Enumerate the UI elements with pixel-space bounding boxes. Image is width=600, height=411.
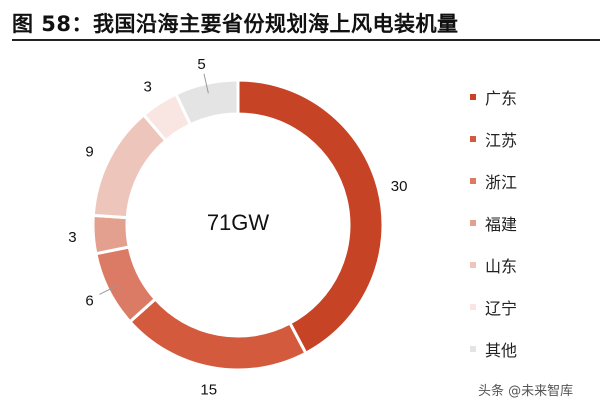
legend-label: 山东 bbox=[485, 257, 518, 276]
legend-item: 浙江 bbox=[470, 160, 517, 202]
legend-swatch bbox=[470, 178, 476, 184]
legend-item: 福建 bbox=[470, 202, 517, 244]
leader-line bbox=[99, 285, 118, 295]
legend-item: 广东 bbox=[470, 76, 517, 118]
legend-label: 福建 bbox=[485, 215, 518, 234]
data-label: 6 bbox=[85, 292, 93, 309]
legend: 广东江苏浙江福建山东辽宁其他 bbox=[470, 76, 517, 370]
legend-label: 辽宁 bbox=[485, 299, 518, 318]
legend-item: 江苏 bbox=[470, 118, 517, 160]
slice-0 bbox=[236, 78, 385, 356]
legend-swatch bbox=[470, 94, 476, 100]
legend-swatch bbox=[470, 262, 476, 268]
legend-label: 江苏 bbox=[485, 131, 518, 150]
legend-swatch bbox=[470, 220, 476, 226]
legend-item: 山东 bbox=[470, 244, 517, 286]
slice-6 bbox=[173, 78, 240, 127]
data-label: 3 bbox=[144, 79, 152, 96]
data-label: 5 bbox=[197, 56, 205, 73]
watermark: 头条 @未来智库 bbox=[478, 384, 574, 399]
leader-line bbox=[203, 73, 209, 94]
legend-swatch bbox=[470, 304, 476, 310]
data-label: 30 bbox=[391, 178, 408, 195]
center-label: 71GW bbox=[207, 210, 270, 235]
chart-title: 图 58：我国沿海主要省份规划海上风电装机量 bbox=[12, 12, 459, 36]
legend-swatch bbox=[470, 346, 476, 352]
legend-label: 其他 bbox=[485, 341, 518, 360]
data-label: 9 bbox=[85, 144, 93, 161]
legend-label: 广东 bbox=[485, 89, 518, 108]
legend-item: 辽宁 bbox=[470, 286, 517, 328]
legend-item: 其他 bbox=[470, 328, 517, 370]
title-divider bbox=[12, 39, 600, 41]
slice-1 bbox=[127, 296, 308, 372]
legend-swatch bbox=[470, 136, 476, 142]
data-label: 3 bbox=[68, 229, 76, 246]
slice-3 bbox=[91, 213, 131, 256]
legend-label: 浙江 bbox=[485, 173, 518, 192]
data-label: 15 bbox=[200, 381, 217, 398]
